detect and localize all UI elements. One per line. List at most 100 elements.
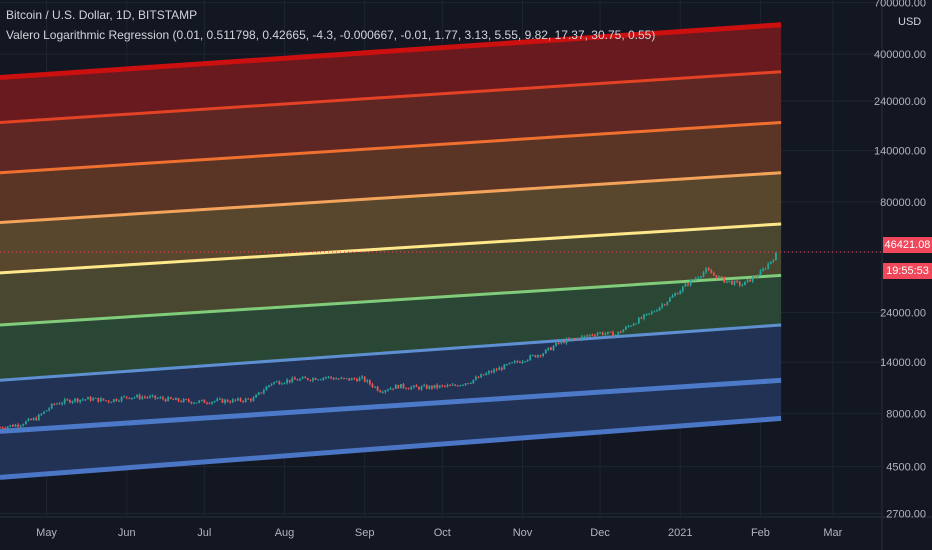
candle-body (71, 401, 74, 403)
candle-body (206, 402, 208, 404)
candle-body (601, 332, 604, 335)
candle-body (247, 398, 250, 400)
candle-body (30, 418, 32, 420)
candle-body (131, 397, 133, 399)
candle-body (676, 293, 679, 295)
candle-body (438, 385, 441, 388)
candle-body (630, 325, 633, 327)
indicator-legend[interactable]: Valero Logarithmic Regression (0.01, 0.5… (6, 28, 656, 42)
candle-body (190, 401, 193, 404)
candle-body (508, 362, 511, 365)
candle-body (374, 386, 376, 388)
candle-body (237, 398, 239, 401)
candle-body (63, 399, 66, 404)
x-tick-label: Dec (590, 527, 610, 539)
candle-body (110, 401, 113, 403)
candle-body (312, 378, 314, 381)
y-tick-label: 400000.00 (874, 49, 926, 61)
candle-body (764, 268, 767, 270)
candle-body (599, 332, 601, 334)
candle-body (622, 329, 625, 333)
candle-body (596, 333, 599, 336)
candle-body (606, 331, 609, 334)
candle-body (167, 397, 170, 402)
candle-body (568, 338, 570, 340)
candle-body (712, 273, 715, 275)
x-tick-label: May (36, 527, 57, 539)
candle-body (319, 379, 322, 381)
regression-line (0, 323, 782, 382)
y-tick-label: 4500.00 (886, 462, 926, 474)
candle-body (286, 379, 289, 383)
candle-body (244, 398, 247, 402)
regression-line (0, 273, 782, 327)
candle-body (24, 421, 27, 425)
candle-body (405, 387, 407, 389)
candle-body (531, 355, 534, 357)
candle-body (407, 388, 410, 390)
candle-body (645, 313, 648, 315)
candle-body (707, 268, 710, 271)
candle-body (684, 283, 687, 287)
candle-body (656, 310, 658, 312)
candle-body (384, 390, 387, 393)
y-tick-label: 2700.00 (886, 509, 926, 521)
candle-body (76, 398, 79, 402)
candle-body (203, 399, 206, 403)
y-tick-label: 700000.00 (874, 0, 926, 10)
bar-countdown-label: 19:55:53 (883, 263, 932, 279)
candle-body (493, 369, 495, 373)
candle-body (443, 385, 446, 387)
candle-body (643, 314, 645, 319)
last-price-label: 46421.08 (883, 237, 932, 253)
candle-body (537, 355, 539, 358)
candle-body (451, 384, 454, 386)
candle-body (744, 281, 746, 286)
symbol-title[interactable]: Bitcoin / U.S. Dollar, 1D, BITSTAMP (6, 8, 198, 22)
candle-body (48, 408, 51, 411)
candle-body (635, 323, 638, 325)
candle-body (410, 387, 413, 389)
candle-body (345, 378, 348, 380)
candle-body (211, 401, 213, 404)
candle-body (741, 285, 744, 287)
candle-body (213, 401, 216, 403)
candle-body (154, 395, 157, 399)
candle-body (356, 379, 358, 382)
candle-body (151, 395, 154, 397)
candle-body (619, 331, 622, 333)
candle-body (229, 401, 232, 403)
candle-body (255, 394, 257, 398)
candle-body (366, 380, 369, 382)
candle-body (379, 390, 382, 393)
candle-body (193, 402, 195, 404)
candle-body (218, 398, 221, 400)
candle-body (586, 335, 589, 337)
candle-body (102, 398, 105, 401)
candle-body (14, 424, 17, 427)
candle-body (425, 385, 428, 389)
candle-body (136, 395, 138, 398)
candle-body (97, 397, 100, 402)
currency-unit-label[interactable]: USD (898, 16, 922, 28)
candle-body (22, 424, 25, 426)
candle-body (389, 388, 392, 390)
candle-body (120, 396, 123, 401)
candle-body (112, 399, 115, 402)
x-tick-label: Mar (823, 527, 842, 539)
candle-body (627, 325, 630, 327)
candle-body (195, 402, 198, 404)
candle-body (17, 424, 20, 427)
candle-body (12, 425, 14, 427)
x-tick-label: Aug (275, 527, 295, 539)
candle-body (570, 338, 573, 340)
candle-body (257, 392, 260, 395)
candle-body (547, 347, 550, 350)
candle-body (412, 385, 415, 388)
candle-body (746, 279, 749, 282)
candle-body (591, 334, 594, 336)
candle-body (500, 367, 503, 370)
candle-body (557, 342, 560, 344)
candle-body (723, 277, 726, 283)
